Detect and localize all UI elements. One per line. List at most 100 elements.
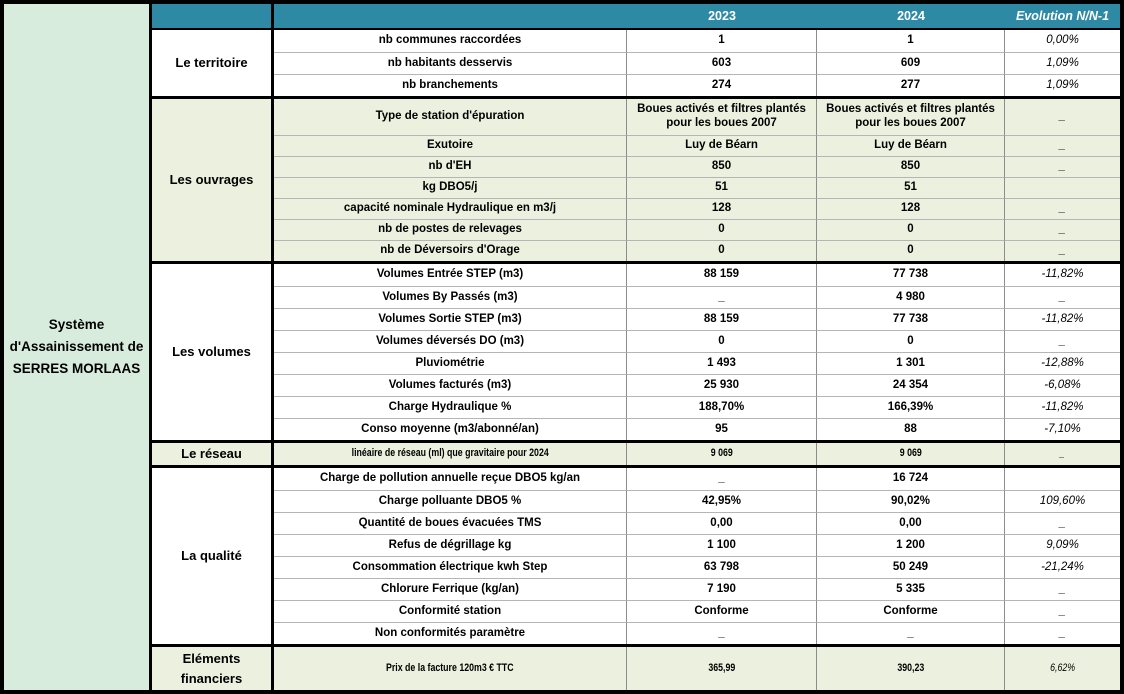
- evolution-cell-text: 9,09%: [1046, 538, 1079, 551]
- row-label-cell: nb de postes de relevages: [274, 219, 627, 240]
- row-label-cell-text: Charge de pollution annuelle reçue DBO5 …: [319, 472, 581, 485]
- row-label-cell-text: Prix de la facture 120m3 € TTC: [386, 661, 514, 674]
- evolution-cell-text: -7,10%: [1044, 422, 1081, 435]
- evolution-cell-text: _: [1059, 604, 1066, 617]
- value-2024-cell-text: 88: [904, 422, 917, 435]
- value-2023-cell: 95: [627, 418, 817, 440]
- value-2023-cell: 88 159: [627, 264, 817, 286]
- value-2023-cell: 274: [627, 74, 817, 96]
- value-2024-cell: 390,23: [817, 647, 1005, 690]
- evolution-cell: _: [1005, 240, 1120, 261]
- evolution-cell-text: _: [1059, 110, 1066, 123]
- evolution-cell: -12,88%: [1005, 352, 1120, 374]
- row-label-cell: nb communes raccordées: [274, 30, 627, 52]
- value-2023-cell: Luy de Béarn: [627, 135, 817, 156]
- value-2023-cell: 128: [627, 198, 817, 219]
- value-2024-cell: 50 249: [817, 556, 1005, 578]
- evolution-cell-text: -11,82%: [1041, 312, 1084, 325]
- value-2023-cell: 25 930: [627, 374, 817, 396]
- value-2024-cell: 9 069: [817, 443, 1005, 465]
- value-2024-cell-text: 90,02%: [890, 494, 930, 507]
- sections-container: Le territoire nb communes raccordées 1 1 0,0…: [152, 30, 1120, 690]
- row-label-cell-text: Refus de dégrillage kg: [388, 538, 512, 551]
- value-2024-cell: Luy de Béarn: [817, 135, 1005, 156]
- evolution-cell: -11,82%: [1005, 308, 1120, 330]
- value-2023-cell-text: _: [718, 626, 725, 639]
- evolution-cell-text: 1,09%: [1046, 56, 1079, 69]
- row-label-cell: nb branchements: [274, 74, 627, 96]
- value-2024-cell: 4 980: [817, 286, 1005, 308]
- evolution-cell: -21,24%: [1005, 556, 1120, 578]
- value-2023-cell: 188,70%: [627, 396, 817, 418]
- value-2024-cell: 77 738: [817, 264, 1005, 286]
- row-label-cell: Volumes Sortie STEP (m3): [274, 308, 627, 330]
- value-2023-cell: 0: [627, 240, 817, 261]
- value-2024-cell-text: Luy de Béarn: [874, 139, 947, 152]
- value-2024-cell: 16 724: [817, 468, 1005, 490]
- value-2023-cell: 603: [627, 52, 817, 74]
- value-2023-cell-text: _: [718, 290, 725, 303]
- row-label-cell-text: Consommation électrique kwh Step: [352, 560, 548, 573]
- value-2024-cell-text: Conforme: [883, 604, 938, 617]
- value-2024-cell-text: 0: [907, 223, 914, 236]
- row-label-cell: Consommation électrique kwh Step: [274, 556, 627, 578]
- evolution-cell: _: [1005, 512, 1120, 534]
- value-2024-cell-text: 1: [907, 34, 914, 47]
- row-label-cell-text: Exutoire: [426, 139, 473, 152]
- value-2023-cell-text: 1 100: [707, 538, 736, 551]
- value-2023-cell: _: [627, 622, 817, 644]
- value-2023-cell-text: 0: [718, 334, 725, 347]
- value-2024-cell: 0: [817, 240, 1005, 261]
- row-label-cell: Non conformités paramètre: [274, 622, 627, 644]
- evolution-cell-text: -11,82%: [1041, 268, 1084, 281]
- evolution-cell-text: _: [1059, 626, 1066, 639]
- value-2024-cell: 1 200: [817, 534, 1005, 556]
- value-2023-cell: 365,99: [627, 647, 817, 690]
- value-2023-cell-text: 9 069: [710, 447, 733, 460]
- evolution-cell: -11,82%: [1005, 264, 1120, 286]
- row-label-cell-text: capacité nominale Hydraulique en m3/j: [343, 202, 557, 215]
- value-2024-cell-text: 128: [900, 202, 921, 215]
- row-label-cell-text: Pluviométrie: [415, 356, 485, 369]
- value-2024-cell: 0: [817, 330, 1005, 352]
- row-label-cell-text: Volumes Entrée STEP (m3): [376, 268, 524, 281]
- row-label-cell-text: Conformité station: [398, 604, 502, 617]
- section-label-territoire: Le territoire: [152, 30, 274, 96]
- section-label-qualite: La qualité: [152, 468, 274, 644]
- system-title: Système d'Assainissement de SERRES MORLA…: [9, 316, 144, 377]
- value-2024-cell-text: 5 335: [896, 582, 925, 595]
- value-2024-cell-text: 850: [900, 160, 921, 173]
- value-2023-cell: _: [627, 286, 817, 308]
- row-label-cell: kg DBO5/j: [274, 177, 627, 198]
- evolution-cell: _: [1005, 286, 1120, 308]
- value-2023-cell: 1 100: [627, 534, 817, 556]
- row-label-cell: Chlorure Ferrique (kg/an): [274, 578, 627, 600]
- value-2024-cell-text: 1 301: [896, 356, 925, 369]
- row-label-cell: linéaire de réseau (ml) que gravitaire p…: [274, 443, 627, 465]
- evolution-cell-text: 1,09%: [1046, 78, 1079, 91]
- section-label-financiers: Eléments financiers: [152, 647, 274, 690]
- value-2024-cell-text: 609: [900, 56, 921, 69]
- evolution-cell: 6,62%: [1005, 647, 1120, 690]
- value-2023-cell-text: _: [718, 472, 725, 485]
- evolution-cell-text: -21,24%: [1041, 560, 1084, 573]
- value-2023-cell-text: 95: [715, 422, 728, 435]
- row-label-cell-text: Charge polluante DBO5 %: [378, 494, 522, 507]
- value-2024-cell: _: [817, 622, 1005, 644]
- row-label-cell: Prix de la facture 120m3 € TTC: [274, 647, 627, 690]
- row-label-cell-text: nb branchements: [402, 78, 498, 91]
- section-qualite: La qualité Charge de pollution annuelle r…: [152, 465, 1120, 644]
- value-2023-cell-text: 0: [718, 244, 725, 257]
- header-spacer-cell: [152, 4, 274, 28]
- value-2024-cell: 166,39%: [817, 396, 1005, 418]
- section-volumes: Les volumes Volumes Entrée STEP (m3) 88 15…: [152, 261, 1120, 440]
- value-2023-cell-text: 42,95%: [701, 494, 741, 507]
- row-label-cell-text: linéaire de réseau (ml) que gravitaire p…: [351, 447, 549, 460]
- section-ouvrages: Les ouvrages Type de station d'épuration B…: [152, 96, 1120, 261]
- section-label-ouvrages: Les ouvrages: [152, 99, 274, 261]
- evolution-cell: -7,10%: [1005, 418, 1120, 440]
- evolution-cell-text: 0,00%: [1046, 34, 1079, 47]
- evolution-cell: [1005, 177, 1120, 198]
- value-2023-cell-text: Boues activés et filtres plantés pour le…: [637, 103, 806, 129]
